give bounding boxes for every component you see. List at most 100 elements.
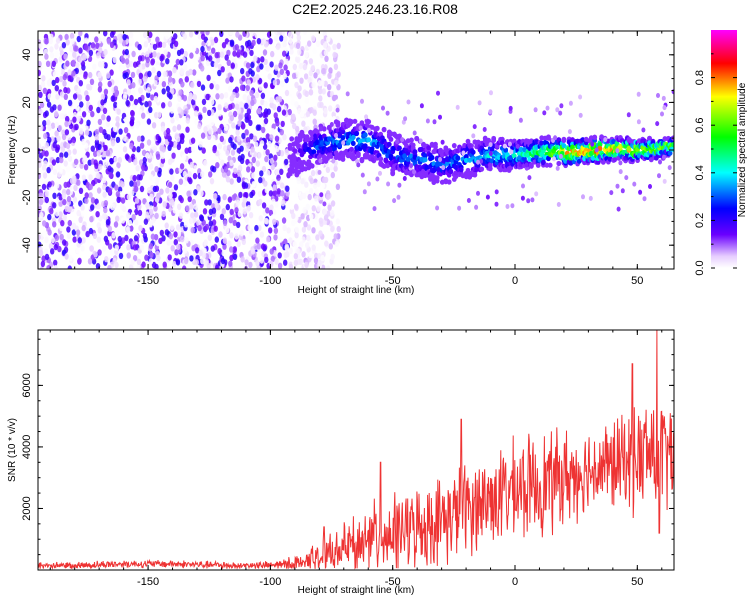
signal-cell bbox=[529, 162, 534, 168]
noise-cell bbox=[128, 31, 134, 39]
noise-cell bbox=[94, 36, 99, 43]
noise-cell bbox=[229, 246, 234, 253]
noise-cell bbox=[219, 93, 224, 100]
noise-cell bbox=[362, 189, 367, 195]
noise-cell bbox=[176, 143, 182, 151]
x-tick-label: 0 bbox=[512, 275, 518, 287]
noise-cell bbox=[110, 131, 116, 138]
noise-cell bbox=[472, 124, 477, 130]
noise-cell bbox=[270, 163, 275, 171]
noise-cell bbox=[52, 104, 57, 111]
signal-cell bbox=[426, 145, 432, 151]
noise-cell bbox=[42, 220, 47, 227]
noise-cell bbox=[335, 218, 340, 225]
noise-cell bbox=[135, 122, 140, 129]
signal-cell bbox=[597, 145, 603, 151]
noise-cell bbox=[196, 80, 202, 88]
noise-cell bbox=[67, 69, 72, 76]
noise-cell bbox=[56, 171, 62, 178]
x-tick-label: -50 bbox=[385, 576, 401, 588]
noise-cell bbox=[616, 206, 621, 212]
noise-cell bbox=[134, 185, 139, 193]
noise-cell bbox=[38, 42, 43, 49]
y-tick-label: 20 bbox=[21, 96, 33, 108]
noise-cell bbox=[425, 118, 430, 124]
noise-cell bbox=[98, 163, 103, 171]
noise-cell bbox=[124, 153, 130, 160]
noise-cell bbox=[148, 258, 154, 265]
noise-cell bbox=[152, 43, 158, 51]
signal-cell bbox=[362, 132, 368, 138]
noise-cell bbox=[71, 136, 77, 144]
noise-cell bbox=[114, 90, 119, 98]
noise-cell bbox=[175, 224, 181, 231]
noise-cell bbox=[476, 159, 480, 165]
noise-cell bbox=[196, 219, 201, 227]
noise-cell bbox=[38, 198, 44, 206]
noise-cell bbox=[249, 191, 254, 198]
noise-cell bbox=[204, 223, 210, 231]
signal-cell bbox=[491, 137, 497, 143]
noise-cell bbox=[254, 31, 259, 38]
noise-cell bbox=[88, 183, 94, 190]
signal-cell bbox=[335, 120, 341, 126]
noise-cell bbox=[129, 180, 134, 187]
noise-cell bbox=[223, 102, 229, 109]
noise-cell bbox=[121, 57, 126, 64]
noise-cell bbox=[221, 249, 226, 257]
noise-cell bbox=[67, 219, 73, 227]
noise-cell bbox=[65, 165, 71, 173]
noise-cell bbox=[90, 42, 96, 49]
noise-cell bbox=[72, 196, 78, 203]
noise-cell bbox=[508, 105, 513, 111]
noise-cell bbox=[86, 83, 91, 91]
noise-cell bbox=[178, 89, 183, 96]
noise-cell bbox=[206, 44, 211, 51]
noise-cell bbox=[54, 85, 59, 92]
noise-cell bbox=[167, 254, 172, 261]
noise-cell bbox=[98, 126, 104, 133]
noise-cell bbox=[220, 66, 225, 73]
y-tick-label: 6000 bbox=[21, 373, 33, 397]
noise-cell bbox=[130, 259, 135, 266]
noise-cell bbox=[312, 118, 317, 125]
noise-cell bbox=[294, 81, 299, 89]
noise-cell bbox=[244, 116, 249, 123]
noise-cell bbox=[244, 129, 249, 136]
noise-cell bbox=[189, 52, 194, 59]
noise-cell bbox=[88, 71, 93, 79]
noise-cell bbox=[258, 176, 263, 184]
noise-cell bbox=[263, 82, 268, 89]
noise-cell bbox=[102, 191, 107, 198]
noise-cell bbox=[515, 143, 520, 149]
noise-cell bbox=[244, 102, 249, 110]
noise-cell bbox=[104, 256, 109, 263]
noise-cell bbox=[267, 198, 272, 206]
noise-cell bbox=[264, 155, 269, 163]
noise-cell bbox=[164, 222, 169, 229]
noise-cell bbox=[642, 196, 647, 202]
noise-cell bbox=[82, 157, 87, 164]
noise-cell bbox=[335, 183, 341, 190]
signal-cell bbox=[445, 160, 450, 166]
noise-cell bbox=[217, 110, 223, 117]
noise-cell bbox=[272, 79, 278, 86]
noise-cell bbox=[254, 224, 259, 232]
noise-cell bbox=[153, 234, 159, 241]
signal-cell bbox=[289, 136, 295, 142]
noise-cell bbox=[153, 95, 158, 103]
noise-cell bbox=[270, 50, 275, 58]
noise-cell bbox=[505, 204, 510, 209]
noise-cell bbox=[285, 185, 290, 192]
noise-cell bbox=[62, 214, 67, 221]
noise-cell bbox=[154, 166, 159, 173]
noise-cell bbox=[116, 196, 121, 204]
noise-cell bbox=[163, 70, 168, 78]
noise-cell bbox=[106, 38, 112, 45]
x-axis-label: Height of straight line (km) bbox=[298, 585, 415, 596]
noise-cell bbox=[138, 159, 144, 166]
noise-cell bbox=[126, 79, 131, 86]
noise-cell bbox=[253, 243, 258, 251]
noise-cell bbox=[158, 41, 163, 48]
noise-cell bbox=[110, 95, 116, 102]
